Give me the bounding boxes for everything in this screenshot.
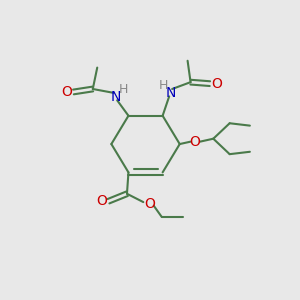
Text: H: H (158, 79, 168, 92)
Text: H: H (119, 83, 128, 96)
Text: O: O (61, 85, 72, 99)
Text: O: O (190, 135, 201, 149)
Text: O: O (144, 196, 155, 211)
Text: N: N (165, 86, 176, 100)
Text: N: N (111, 90, 121, 104)
Text: O: O (211, 76, 222, 91)
Text: O: O (97, 194, 107, 208)
